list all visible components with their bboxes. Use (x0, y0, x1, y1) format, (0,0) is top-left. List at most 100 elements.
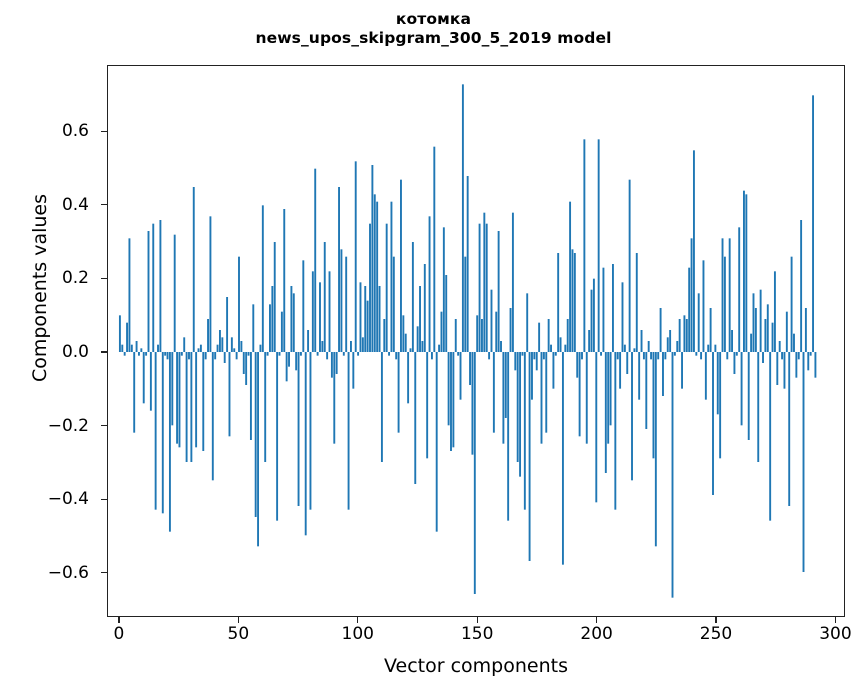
bar (459, 352, 462, 400)
bar (442, 227, 445, 352)
bar (373, 194, 376, 352)
bar (388, 352, 391, 356)
bar (395, 352, 398, 360)
bar (173, 234, 176, 352)
bar (695, 352, 698, 356)
x-tick-label: 200 (580, 624, 613, 644)
bar (485, 223, 488, 352)
y-tick-mark (101, 277, 107, 280)
bar (783, 352, 786, 389)
bar (378, 286, 381, 352)
bar (118, 315, 121, 352)
bar (309, 352, 312, 510)
y-tick-label: 0.6 (61, 121, 89, 142)
bar (252, 304, 255, 352)
bar (585, 352, 588, 444)
bar (633, 348, 636, 352)
bar (671, 352, 674, 598)
bar (242, 352, 245, 374)
bar (540, 352, 543, 444)
bar (759, 289, 762, 352)
bar (809, 352, 812, 356)
bar (450, 352, 452, 452)
bar (145, 352, 148, 356)
bar (723, 256, 726, 352)
bar (773, 271, 776, 352)
bar (764, 319, 767, 352)
bar (535, 352, 538, 371)
bar (304, 352, 307, 536)
bar (469, 352, 471, 385)
bar (812, 95, 814, 352)
bar (257, 352, 260, 547)
y-tick-label: 0.0 (61, 342, 89, 363)
bar (676, 341, 679, 352)
bar (404, 333, 407, 352)
bar (376, 201, 379, 352)
bar (133, 352, 136, 433)
x-tick-label: 50 (227, 624, 250, 644)
bar (157, 344, 159, 352)
x-tick-mark (715, 617, 717, 623)
bar (340, 249, 343, 352)
bar (445, 275, 448, 352)
bar (207, 319, 209, 352)
bar (547, 319, 550, 352)
bar (166, 352, 169, 360)
bar (188, 352, 190, 360)
x-tick-mark (118, 617, 120, 623)
bar (199, 344, 202, 352)
bar (221, 337, 224, 352)
bar (559, 337, 562, 352)
bar (769, 352, 772, 521)
bar (654, 352, 657, 547)
bar (597, 139, 600, 352)
bar (419, 286, 421, 352)
bar (747, 352, 750, 441)
bar (519, 352, 522, 477)
bar (176, 352, 179, 444)
bar (592, 278, 595, 352)
bar (366, 300, 369, 352)
bar (566, 319, 569, 352)
bar (147, 231, 150, 352)
bar (800, 220, 803, 352)
bar (302, 260, 305, 352)
bar (447, 352, 450, 426)
y-tick-mark (101, 130, 107, 132)
bar (326, 352, 329, 360)
bar (581, 352, 583, 360)
bar (628, 179, 631, 352)
bar (612, 264, 614, 352)
bar (500, 341, 502, 352)
y-tick-mark (101, 498, 107, 500)
bar (657, 352, 660, 360)
bar (280, 311, 283, 352)
bar (523, 352, 526, 510)
bar (495, 311, 498, 352)
bar (635, 253, 638, 352)
bar (371, 165, 374, 352)
y-tick-label: −0.6 (47, 562, 89, 583)
bar (211, 352, 214, 481)
bar (466, 176, 469, 352)
bar (776, 352, 779, 385)
bar (123, 352, 126, 356)
bar (295, 352, 298, 371)
x-axis-label: Vector components (384, 655, 568, 677)
bar (142, 352, 145, 404)
bar (464, 256, 467, 352)
bar (138, 352, 140, 356)
bar (497, 231, 500, 352)
bar (771, 322, 774, 352)
bar (564, 344, 567, 352)
bar (609, 352, 612, 426)
bar (516, 352, 519, 462)
bar (426, 352, 429, 459)
bar (249, 352, 252, 441)
bar (712, 352, 714, 495)
bar (411, 242, 414, 352)
bar (333, 352, 336, 444)
x-tick-label: 0 (113, 624, 125, 644)
bar (407, 352, 410, 404)
